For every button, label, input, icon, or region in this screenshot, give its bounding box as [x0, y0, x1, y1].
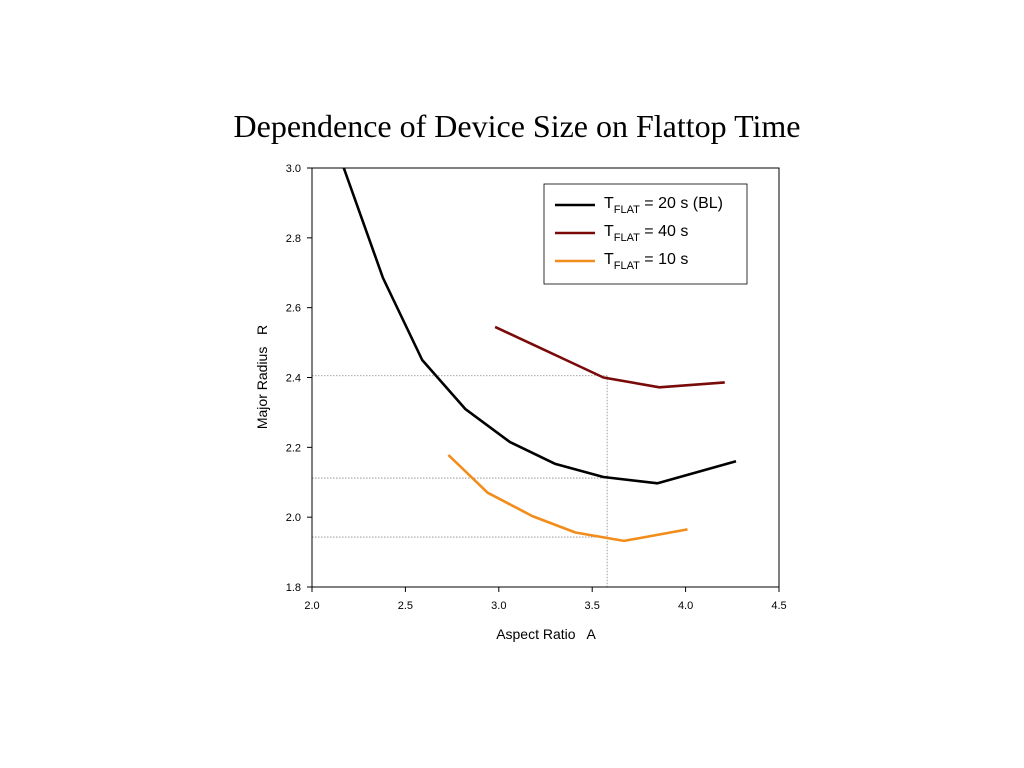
legend-entry-3: TFLAT = 10 s: [604, 251, 688, 272]
legend-entry-2: TFLAT = 40 s: [604, 223, 688, 244]
y-tick-label: 1.8: [286, 582, 301, 594]
x-axis: 2.0 2.5 3.0 3.5 4.0 4.5: [304, 587, 787, 612]
y-tick-label: 2.0: [286, 512, 301, 524]
series-lines: [342, 167, 737, 543]
series-line-1: [342, 167, 737, 485]
legend-entry-1: TFLAT = 20 s (BL): [604, 195, 723, 216]
y-tick-label: 2.8: [286, 233, 301, 245]
legend-subscript: FLAT: [614, 204, 640, 216]
legend-subscript: FLAT: [614, 232, 640, 244]
legend-rest: = 20 s (BL): [640, 195, 723, 212]
x-tick-label: 2.5: [398, 600, 413, 612]
y-axis-label: Major Radius R: [254, 325, 270, 429]
series-line-3: [447, 454, 688, 543]
x-tick-label: 3.0: [491, 600, 506, 612]
reference-lines: [312, 375, 608, 587]
y-axis: 1.8 2.0 2.2 2.4 2.6 2.8 3.0: [286, 163, 312, 594]
x-tick-label: 3.5: [585, 600, 600, 612]
y-tick-label: 2.6: [286, 303, 301, 315]
x-axis-label: Aspect Ratio A: [496, 626, 596, 642]
x-tick-label: 4.5: [771, 600, 786, 612]
legend-subscript: FLAT: [614, 260, 640, 272]
x-tick-label: 4.0: [678, 600, 693, 612]
legend-rest: = 10 s: [640, 251, 688, 268]
legend-main: T: [604, 251, 614, 268]
series-line-2: [494, 325, 725, 389]
y-tick-label: 3.0: [286, 163, 301, 175]
x-tick-label: 2.0: [304, 600, 319, 612]
legend-rest: = 40 s: [640, 223, 688, 240]
legend-main: T: [604, 223, 614, 240]
chart-title: Dependence of Device Size on Flattop Tim…: [233, 108, 801, 144]
legend-main: T: [604, 195, 614, 212]
y-tick-label: 2.4: [286, 373, 301, 385]
y-tick-label: 2.2: [286, 442, 301, 454]
